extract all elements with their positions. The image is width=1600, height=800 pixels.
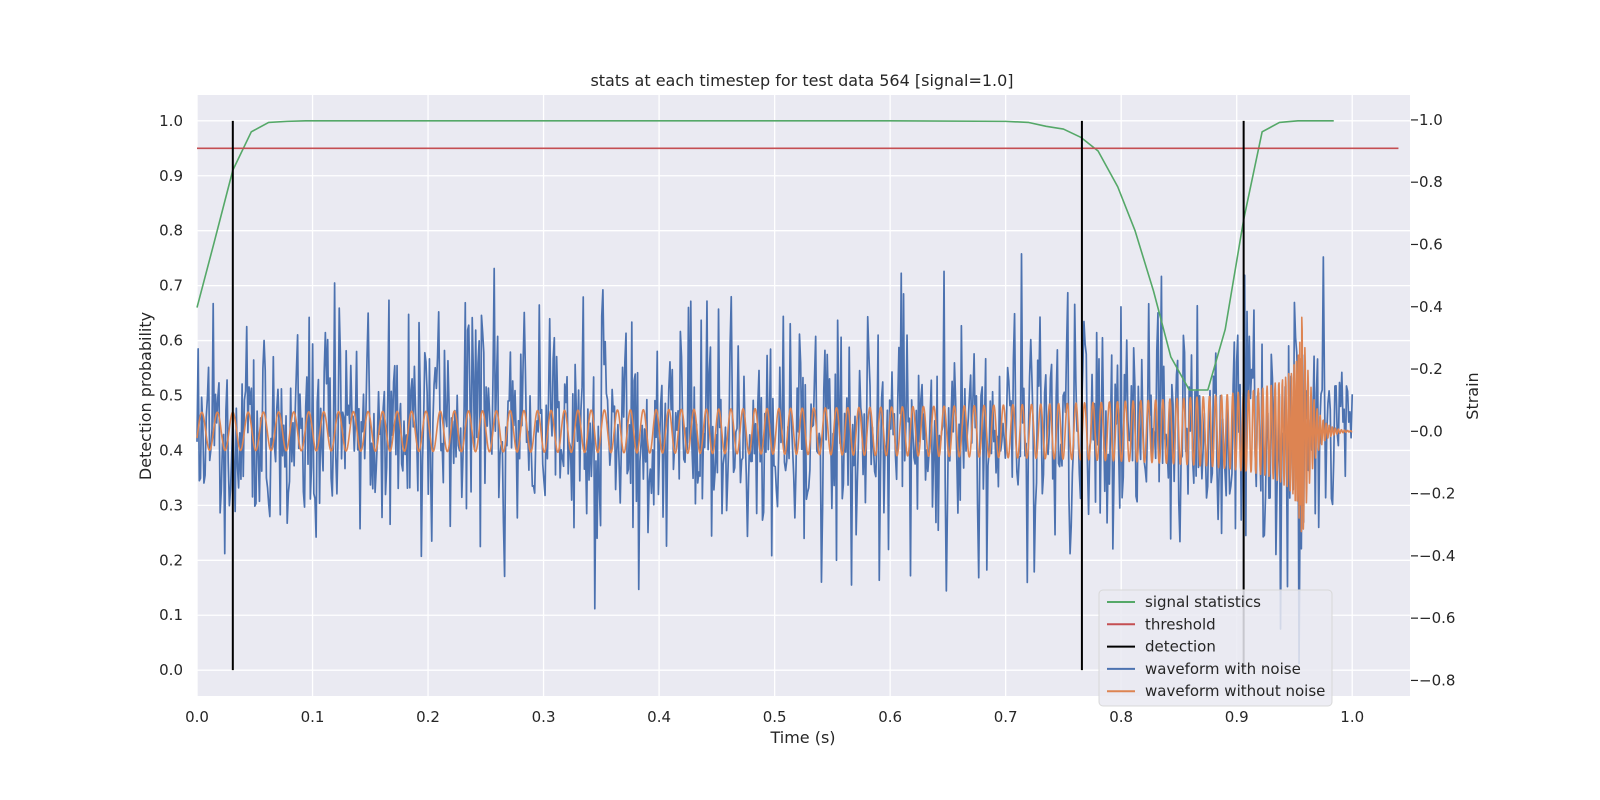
y-left-tick-label: 0.9 <box>159 167 183 185</box>
y-right-tick-label: 0.0 <box>1419 422 1443 440</box>
plot-content <box>196 120 1399 671</box>
x-tick-label: 0.1 <box>301 708 325 726</box>
y-left-tick-label: 0.7 <box>159 277 183 295</box>
x-tick-label: 0.9 <box>1225 708 1249 726</box>
series-line-signal-statistics <box>196 120 1334 391</box>
legend-box <box>1098 589 1333 707</box>
x-tick-label: 1.0 <box>1340 708 1364 726</box>
legend-label: threshold <box>1145 615 1216 633</box>
x-axis-label: Time (s) <box>769 728 835 747</box>
legend-label: waveform without noise <box>1145 682 1325 700</box>
y-right-tick-label: −0.6 <box>1419 609 1455 627</box>
y-left-tick-label: 0.5 <box>159 387 183 405</box>
y-right-tick-label: −0.8 <box>1419 671 1455 689</box>
legend-label: waveform with noise <box>1145 660 1301 678</box>
x-tick-label: 0.8 <box>1109 708 1133 726</box>
y-axis-right: −0.8 −0.6 −0.4 −0.2 0.0 0.2 0.4 0.6 0.8 1.0 <box>1411 111 1455 689</box>
series-line-waveform-with-noise <box>196 253 1354 665</box>
y-right-tick-label: 0.4 <box>1419 298 1443 316</box>
y-left-tick-label: 0.4 <box>159 441 183 459</box>
chart-title: stats at each timestep for test data 564… <box>590 71 1013 90</box>
y-right-tick-label: 0.6 <box>1419 235 1443 253</box>
y-left-tick-label: 0.1 <box>159 606 183 624</box>
x-tick-label: 0.0 <box>185 708 209 726</box>
y-right-tick-label: 0.8 <box>1419 173 1443 191</box>
legend: signal statistics threshold detection wavef… <box>1098 589 1333 707</box>
x-tick-label: 0.2 <box>416 708 440 726</box>
y-left-tick-label: 0.0 <box>159 661 183 679</box>
y-left-tick-label: 0.2 <box>159 551 183 569</box>
x-tick-label: 0.7 <box>994 708 1018 726</box>
y-right-tick-label: −0.2 <box>1419 485 1455 503</box>
y-right-tick-label: 1.0 <box>1419 111 1443 129</box>
legend-label: signal statistics <box>1145 593 1261 611</box>
y-left-tick-label: 0.3 <box>159 496 183 514</box>
y-left-tick-label: 0.8 <box>159 222 183 240</box>
y-left-tick-label: 1.0 <box>159 112 183 130</box>
y-axis-right-label: Strain <box>1463 372 1482 419</box>
y-right-tick-label: −0.4 <box>1419 547 1455 565</box>
y-axis-left-label: Detection probability <box>136 312 155 480</box>
x-tick-label: 0.4 <box>647 708 671 726</box>
legend-label: detection <box>1145 638 1216 656</box>
x-tick-label: 0.5 <box>763 708 787 726</box>
y-right-tick-label: 0.2 <box>1419 360 1443 378</box>
x-tick-label: 0.6 <box>878 708 902 726</box>
y-axis-left: 0.0 0.1 0.2 0.3 0.4 0.5 0.6 0.7 0.8 0.9 1.0 <box>159 112 183 679</box>
y-left-tick-label: 0.6 <box>159 332 183 350</box>
series-line-waveform-without-noise <box>196 316 1353 533</box>
x-axis: 0.0 0.1 0.2 0.3 0.4 0.5 0.6 0.7 0.8 0.9 1.0 <box>185 708 1364 726</box>
x-tick-label: 0.3 <box>532 708 556 726</box>
